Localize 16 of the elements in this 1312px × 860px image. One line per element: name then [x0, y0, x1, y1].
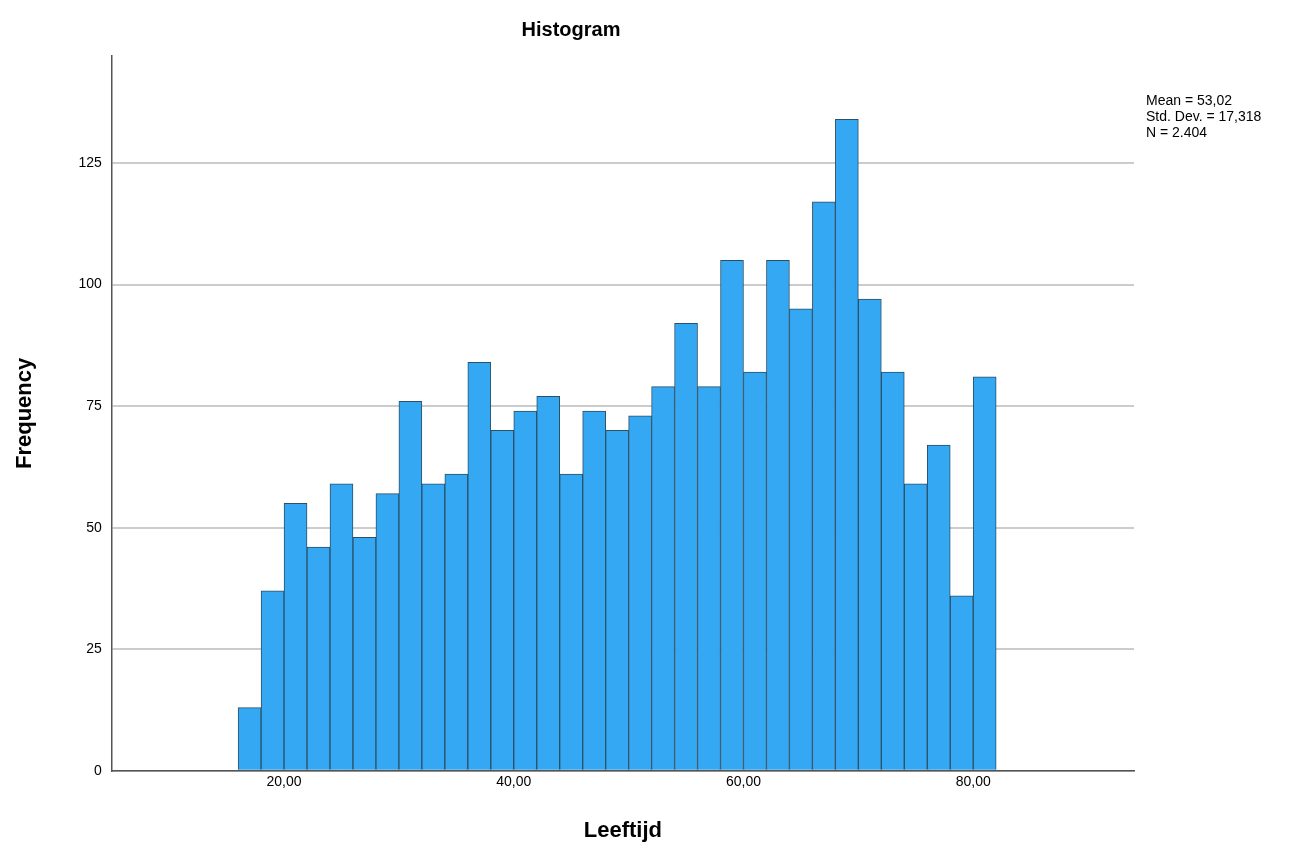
x-tick-label: 20,00	[266, 773, 302, 790]
y-tick-label: 25	[86, 640, 102, 657]
y-tick-label: 100	[78, 275, 102, 292]
y-tick-label: 0	[93, 761, 102, 778]
chart-title: Histogram	[521, 17, 621, 40]
y-tick-label: 75	[86, 396, 102, 413]
y-axis-title: Frequency	[11, 357, 37, 470]
text: Mean = 53,02	[1146, 91, 1233, 108]
text: Std. Dev. = 17,318	[1146, 107, 1262, 124]
x-tick-label: 40,00	[496, 773, 532, 790]
y-tick-label: 125	[78, 153, 102, 170]
x-axis-title: Leeftijd	[583, 816, 662, 842]
text: N = 2.404	[1146, 123, 1208, 140]
x-tick-label: 60,00	[725, 773, 762, 790]
y-tick-label: 50	[86, 518, 102, 535]
x-tick-label: 80,00	[955, 773, 991, 790]
